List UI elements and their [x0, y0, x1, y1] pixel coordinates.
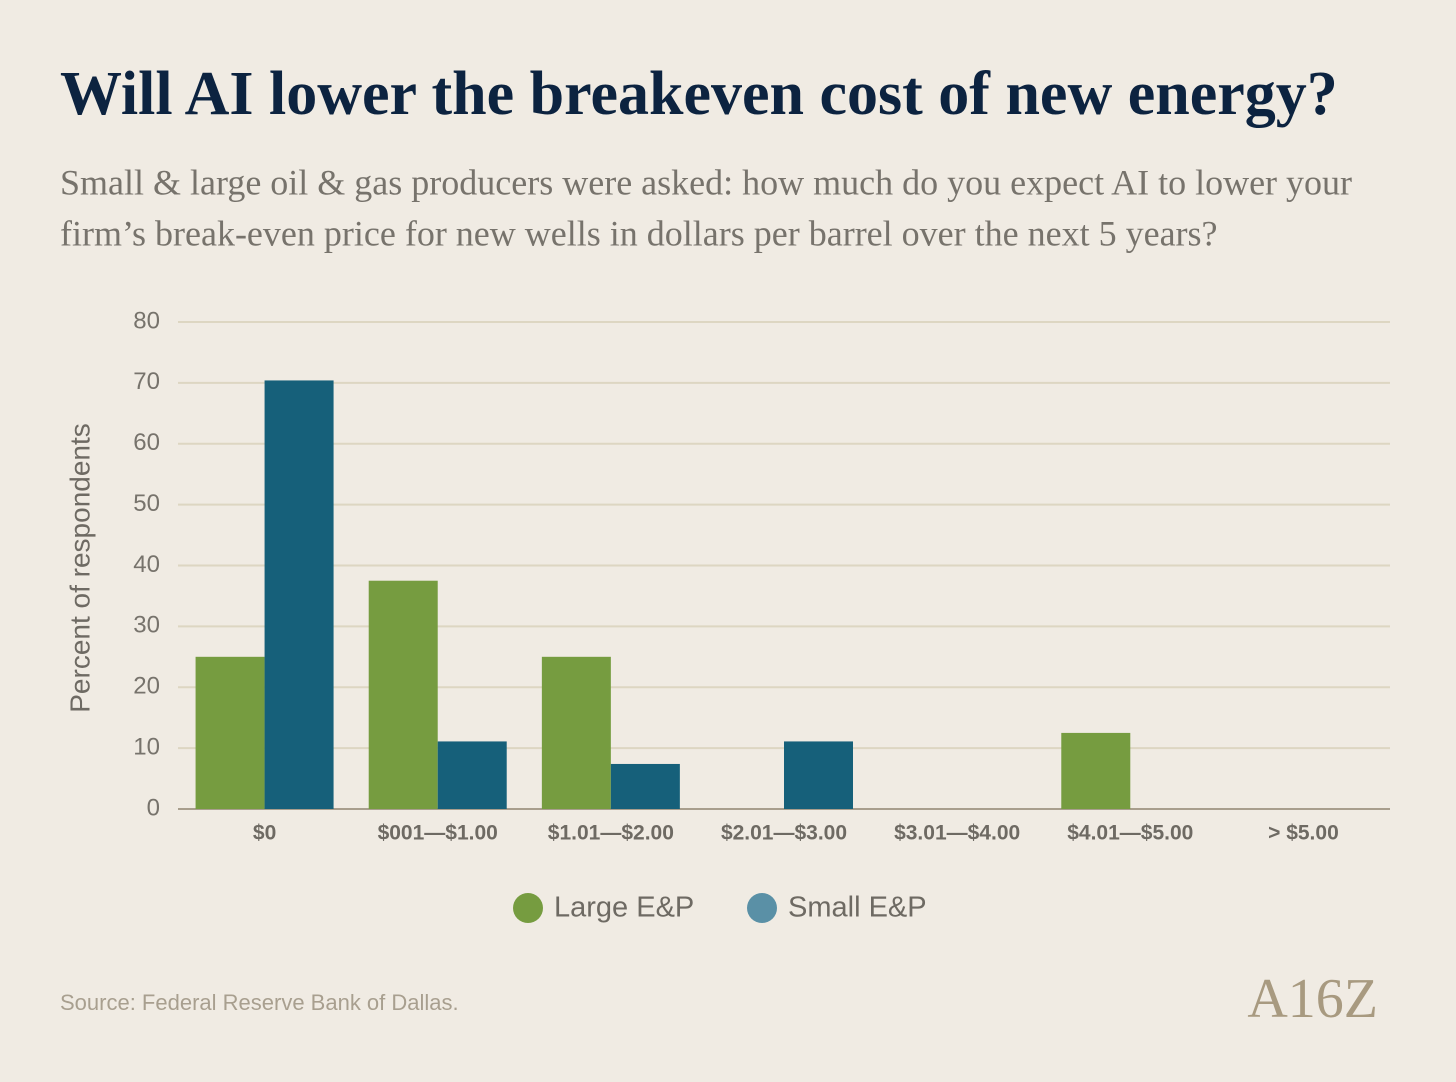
bar	[437, 741, 507, 809]
y-tick-label: 20	[133, 673, 160, 700]
y-tick-label: 80	[133, 307, 160, 334]
bar	[610, 763, 680, 809]
legend-swatch	[747, 893, 777, 923]
x-tick-label: $2.01—$3.00	[721, 822, 847, 845]
legend-label: Large E&P	[554, 892, 694, 924]
bar	[1061, 732, 1131, 809]
legend-label: Small E&P	[788, 892, 927, 924]
x-tick-label: > $5.00	[1268, 822, 1339, 845]
y-tick-label: 70	[133, 368, 160, 395]
y-tick-label: 0	[147, 794, 160, 821]
logo: A16Z	[1247, 968, 1378, 1030]
x-tick-label: $0	[253, 822, 276, 845]
bar	[784, 741, 853, 809]
bar	[368, 580, 438, 809]
y-axis-title: Percent of respondents	[64, 423, 95, 713]
chart-title: Will AI lower the breakeven cost of new …	[60, 60, 1338, 128]
chart-subtitle: firm’s break-even price for new wells in…	[60, 213, 1218, 253]
y-tick-label: 40	[133, 551, 160, 578]
source: Source: Federal Reserve Bank of Dallas.	[60, 990, 459, 1015]
y-tick-label: 50	[133, 490, 160, 517]
bar	[264, 380, 334, 809]
legend-swatch	[513, 893, 543, 923]
y-tick-label: 60	[133, 429, 160, 456]
y-tick-label: 30	[133, 612, 160, 639]
bar	[195, 656, 265, 809]
x-tick-label: $1.01—$2.00	[548, 822, 674, 845]
x-tick-label: $001—$1.00	[378, 822, 498, 845]
chart-subtitle: Small & large oil & gas producers were a…	[60, 162, 1352, 202]
y-tick-label: 10	[133, 733, 160, 760]
x-tick-label: $3.01—$4.00	[894, 822, 1020, 845]
x-tick-label: $4.01—$5.00	[1067, 822, 1193, 845]
bar	[541, 656, 611, 809]
